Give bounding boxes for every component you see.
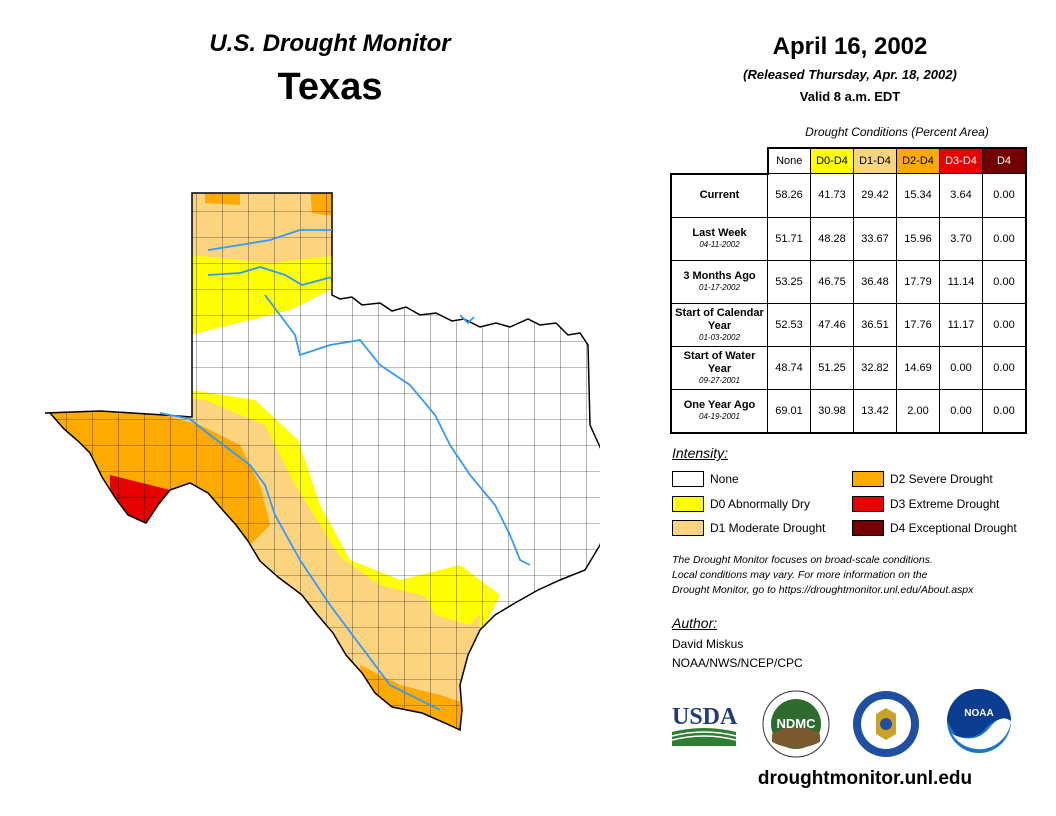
county-grid	[45, 193, 600, 730]
table-cell: 53.25	[767, 259, 811, 304]
table-cell: 17.79	[896, 259, 940, 304]
rivers	[159, 229, 531, 711]
table-cell: 30.98	[810, 388, 854, 434]
legend-item-none: None	[672, 469, 739, 489]
table-row: Start of Calendar Year 01-03-2002 52.53 4…	[670, 302, 1027, 347]
legend-label: D0 Abnormally Dry	[710, 497, 811, 511]
row-label: Start of Water Year 09-27-2001	[670, 345, 768, 390]
ndmc-logo-text: NDMC	[777, 716, 817, 731]
legend-label: D4 Exceptional Drought	[890, 521, 1017, 535]
row-label: One Year Ago 04-19-2001	[670, 388, 768, 434]
row-label: Start of Calendar Year 01-03-2002	[670, 302, 768, 347]
table-cell: 51.25	[810, 345, 854, 390]
legend-item-d4: D4 Exceptional Drought	[852, 518, 1017, 538]
row-label: 3 Months Ago 01-17-2002	[670, 259, 768, 304]
col-none: None	[767, 147, 811, 174]
usda-logo-text: USDA	[672, 704, 738, 730]
table-cell: 0.00	[982, 259, 1027, 304]
row-label: Last Week 04-11-2002	[670, 216, 768, 261]
table-cell: 2.00	[896, 388, 940, 434]
table-cell: 0.00	[982, 173, 1027, 218]
state-outline	[44, 192, 600, 732]
table-cell: 69.01	[767, 388, 811, 434]
table-cell: 29.42	[853, 173, 897, 218]
table-cell: 11.14	[939, 259, 983, 304]
col-d1-d4: D1-D4	[853, 147, 897, 174]
legend-swatch	[672, 496, 704, 512]
map-date: April 16, 2002	[772, 33, 928, 60]
state-name: Texas	[277, 66, 383, 108]
table-cell: 36.51	[853, 302, 897, 347]
table-cell: 3.64	[939, 173, 983, 218]
table-row: Last Week 04-11-2002 51.71 48.28 33.67 15…	[670, 216, 1027, 261]
usda-logo: USDA	[671, 704, 738, 746]
table-cell: 48.74	[767, 345, 811, 390]
legend-swatch	[852, 496, 884, 512]
table-cell: 46.75	[810, 259, 854, 304]
col-d4: D4	[982, 147, 1027, 174]
table-cell: 33.67	[853, 216, 897, 261]
intensity-title: Intensity:	[672, 445, 729, 461]
drought-conditions-table: None D0-D4 D1-D4 D2-D4 D3-D4 D4 Current …	[670, 147, 1027, 434]
table-cell: 32.82	[853, 345, 897, 390]
table-cell: 47.46	[810, 302, 854, 347]
table-row: One Year Ago 04-19-2001 69.01 30.98 13.42…	[670, 388, 1027, 434]
legend-label: D1 Moderate Drought	[710, 521, 826, 535]
legend-swatch	[852, 471, 884, 487]
map-title: U.S. Drought Monitor	[209, 30, 451, 57]
legend-label: D3 Extreme Drought	[890, 497, 1000, 511]
table-cell: 15.34	[896, 173, 940, 218]
table-cell: 0.00	[939, 345, 983, 390]
row-label: Current	[670, 173, 768, 218]
table-row: Current 58.26 41.73 29.42 15.34 3.64 0.0…	[670, 173, 1027, 218]
table-cell: 36.48	[853, 259, 897, 304]
table-cell: 41.73	[810, 173, 854, 218]
table-cell: 51.71	[767, 216, 811, 261]
table-cell: 48.28	[810, 216, 854, 261]
legend-item-d2: D2 Severe Drought	[852, 469, 993, 489]
noaa-logo: NOAA	[947, 689, 1011, 753]
legend-label: D2 Severe Drought	[890, 472, 993, 486]
legend-swatch	[672, 520, 704, 536]
conditions-caption: Drought Conditions (Percent Area)	[805, 125, 989, 139]
table-header-row: None D0-D4 D1-D4 D2-D4 D3-D4 D4	[671, 147, 1027, 175]
col-d2-d4: D2-D4	[896, 147, 940, 174]
table-cell: 13.42	[853, 388, 897, 434]
table-cell: 11.17	[939, 302, 983, 347]
table-row: 3 Months Ago 01-17-2002 53.25 46.75 36.48…	[670, 259, 1027, 304]
table-corner	[671, 148, 769, 175]
table-cell: 3.70	[939, 216, 983, 261]
legend-label: None	[710, 472, 739, 486]
commerce-seal-logo	[853, 691, 919, 757]
valid-time: Valid 8 a.m. EDT	[799, 89, 901, 104]
release-date: (Released Thursday, Apr. 18, 2002)	[743, 67, 957, 82]
table-cell: 0.00	[939, 388, 983, 434]
ndmc-logo: NDMC	[762, 690, 830, 758]
table-cell: 17.76	[896, 302, 940, 347]
table-cell: 58.26	[767, 173, 811, 218]
author-org: NOAA/NWS/NCEP/CPC	[672, 656, 803, 670]
table-cell: 0.00	[982, 302, 1027, 347]
legend-swatch	[852, 520, 884, 536]
table-cell: 52.53	[767, 302, 811, 347]
table-cell: 15.96	[896, 216, 940, 261]
table-cell: 0.00	[982, 388, 1027, 434]
table-cell: 0.00	[982, 345, 1027, 390]
legend-swatch	[672, 471, 704, 487]
author-title: Author:	[672, 615, 718, 631]
table-cell: 0.00	[982, 216, 1027, 261]
col-d0-d4: D0-D4	[810, 147, 854, 174]
noaa-logo-text: NOAA	[964, 708, 993, 719]
disclaimer-note: The Drought Monitor focuses on broad-sca…	[672, 554, 974, 596]
texas-drought-map	[44, 192, 600, 732]
site-url[interactable]: droughtmonitor.unl.edu	[757, 768, 973, 789]
table-cell: 14.69	[896, 345, 940, 390]
legend-item-d1: D1 Moderate Drought	[672, 518, 825, 538]
col-d3-d4: D3-D4	[939, 147, 983, 174]
legend-item-d0: D0 Abnormally Dry	[672, 494, 810, 514]
legend-item-d3: D3 Extreme Drought	[852, 494, 999, 514]
author-name: David Miskus	[672, 637, 744, 651]
table-row: Start of Water Year 09-27-2001 48.74 51.2…	[670, 345, 1027, 390]
